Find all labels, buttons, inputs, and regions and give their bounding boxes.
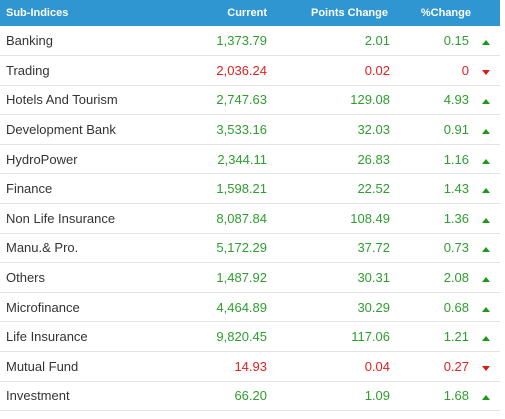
current-value: 8,087.84 <box>216 210 267 226</box>
sub-index-name[interactable]: Life Insurance <box>6 329 88 345</box>
points-change-value: 30.29 <box>357 299 390 315</box>
points-change-value: 0.04 <box>364 358 390 374</box>
points-change-value: 37.72 <box>357 240 390 256</box>
arrow-up-icon <box>472 381 500 411</box>
points-change-value: 26.83 <box>357 151 390 167</box>
sub-index-name[interactable]: Investment <box>6 388 70 404</box>
arrow-up-icon <box>472 144 500 174</box>
table-row[interactable]: Trading 2,036.24 0.02 0 <box>0 56 500 86</box>
sub-indices-panel: Sub-Indices Current Points Change %Chang… <box>0 0 500 411</box>
table-row[interactable]: Development Bank 3,533.16 32.03 0.91 <box>0 115 500 145</box>
points-change-value: 30.31 <box>357 270 390 286</box>
pct-change-value: 0.15 <box>443 33 469 49</box>
points-change-value: 129.08 <box>350 92 390 108</box>
current-value: 2,344.11 <box>217 151 267 167</box>
current-value: 1,487.92 <box>216 270 267 286</box>
points-change-value: 2.01 <box>364 33 390 49</box>
sub-index-name[interactable]: Hotels And Tourism <box>6 92 118 108</box>
current-value: 1,598.21 <box>216 181 267 197</box>
pct-change-value: 1.21 <box>443 329 469 345</box>
current-value: 1,373.79 <box>216 33 267 49</box>
table-row[interactable]: Life Insurance 9,820.45 117.06 1.21 <box>0 322 500 352</box>
pct-change-value: 4.93 <box>443 92 469 108</box>
arrow-up-icon <box>472 204 500 234</box>
table-header-row: Sub-Indices Current Points Change %Chang… <box>0 0 500 26</box>
table-row[interactable]: Banking 1,373.79 2.01 0.15 <box>0 26 500 56</box>
column-header-sub-indices[interactable]: Sub-Indices <box>6 7 69 19</box>
arrow-up-icon <box>472 85 500 115</box>
points-change-value: 32.03 <box>357 122 390 138</box>
arrow-up-icon <box>472 174 500 204</box>
points-change-value: 22.52 <box>357 181 390 197</box>
points-change-value: 1.09 <box>364 388 390 404</box>
column-header-points-change[interactable]: Points Change <box>310 7 388 19</box>
table-row[interactable]: Others 1,487.92 30.31 2.08 <box>0 263 500 293</box>
points-change-value: 0.02 <box>364 62 390 78</box>
sub-index-name[interactable]: HydroPower <box>6 151 78 167</box>
sub-index-name[interactable]: Trading <box>6 62 50 78</box>
sub-index-name[interactable]: Banking <box>6 33 53 49</box>
pct-change-value: 0.91 <box>443 122 469 138</box>
table-row[interactable]: Manu.& Pro. 5,172.29 37.72 0.73 <box>0 233 500 263</box>
current-value: 66.20 <box>234 388 267 404</box>
sub-indices-table: Sub-Indices Current Points Change %Chang… <box>0 0 500 411</box>
current-value: 2,747.63 <box>216 92 267 108</box>
sub-index-name[interactable]: Non Life Insurance <box>6 210 116 226</box>
pct-change-value: 0.27 <box>443 358 469 374</box>
table-row[interactable]: Mutual Fund 14.93 0.04 0.27 <box>0 352 500 382</box>
pct-change-value: 1.36 <box>443 210 469 226</box>
arrow-up-icon <box>472 263 500 293</box>
pct-change-value: 0.68 <box>443 299 469 315</box>
pct-change-value: 1.16 <box>443 151 469 167</box>
current-value: 14.93 <box>234 358 267 374</box>
sub-index-name[interactable]: Finance <box>6 181 53 197</box>
current-value: 4,464.89 <box>216 299 267 315</box>
sub-index-name[interactable]: Manu.& Pro. <box>6 240 79 256</box>
sub-index-name[interactable]: Others <box>6 270 46 286</box>
arrow-up-icon <box>472 322 500 352</box>
pct-change-value: 2.08 <box>443 270 469 286</box>
arrow-down-icon <box>472 352 500 382</box>
table-row[interactable]: Investment 66.20 1.09 1.68 <box>0 381 500 411</box>
sub-index-name[interactable]: Microfinance <box>6 299 80 315</box>
current-value: 2,036.24 <box>216 62 267 78</box>
table-row[interactable]: Hotels And Tourism 2,747.63 129.08 4.93 <box>0 85 500 115</box>
table-row[interactable]: Microfinance 4,464.89 30.29 0.68 <box>0 292 500 322</box>
current-value: 5,172.29 <box>216 240 267 256</box>
column-header-current[interactable]: Current <box>227 7 267 19</box>
column-header-pct-change[interactable]: %Change <box>420 7 471 19</box>
table-row[interactable]: Finance 1,598.21 22.52 1.43 <box>0 174 500 204</box>
arrow-up-icon <box>472 115 500 145</box>
pct-change-value: 0.73 <box>443 240 469 256</box>
table-row[interactable]: HydroPower 2,344.11 26.83 1.16 <box>0 144 500 174</box>
pct-change-value: 1.43 <box>443 181 469 197</box>
arrow-up-icon <box>472 26 500 56</box>
arrow-up-icon <box>472 292 500 322</box>
points-change-value: 117.06 <box>351 329 390 345</box>
pct-change-value: 0 <box>461 62 469 78</box>
sub-index-name[interactable]: Development Bank <box>6 122 116 138</box>
current-value: 3,533.16 <box>216 122 267 138</box>
points-change-value: 108.49 <box>350 210 390 226</box>
sub-index-name[interactable]: Mutual Fund <box>6 358 79 374</box>
arrow-down-icon <box>472 56 500 86</box>
current-value: 9,820.45 <box>216 329 267 345</box>
arrow-up-icon <box>472 233 500 263</box>
table-row[interactable]: Non Life Insurance 8,087.84 108.49 1.36 <box>0 204 500 234</box>
pct-change-value: 1.68 <box>443 388 469 404</box>
table-body: Banking 1,373.79 2.01 0.15 Trading 2,036.24 0.… <box>0 26 500 411</box>
